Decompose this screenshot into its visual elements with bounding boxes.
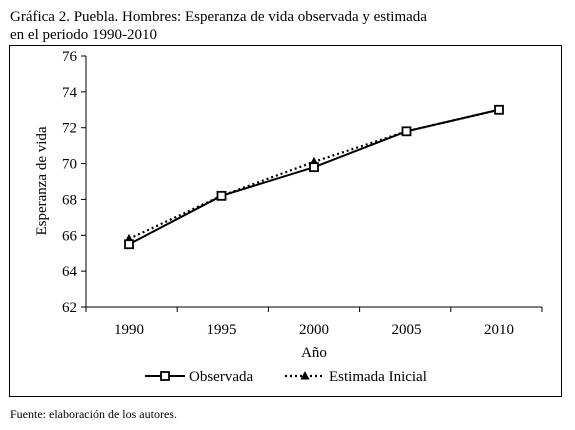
legend-marker: [300, 371, 310, 380]
chart-title-line-1: Gráfica 2. Puebla. Hombres: Esperanza de…: [10, 9, 427, 25]
axes: [85, 56, 542, 308]
data-point-marker: [309, 162, 319, 173]
y-tick-label: 72: [62, 121, 77, 137]
x-axis-ticks: 1990 1995 2000 2005 2010: [85, 307, 543, 338]
y-axis-ticks: 62 64 66 68 70 72 74 76: [62, 49, 86, 316]
series-group: [124, 104, 504, 250]
chart-title: Gráfica 2. Puebla. Hombres: Esperanza de…: [10, 8, 570, 44]
chart-title-line-2: en el periodo 1990-2010: [10, 27, 158, 43]
data-point-marker: [216, 190, 227, 201]
legend-item-estimada-inicial: Estimada Inicial: [285, 369, 427, 385]
series-line: [128, 108, 500, 240]
series-observada: [124, 104, 504, 250]
legend: Observada Estimada Inicial: [145, 369, 427, 385]
x-tick-label: 1995: [207, 322, 237, 338]
chart-frame: [9, 45, 562, 397]
x-axis-label: Año: [301, 345, 327, 361]
legend-item-observada: Observada: [145, 369, 253, 385]
y-tick-label: 66: [62, 228, 78, 244]
legend-marker: [160, 371, 170, 381]
series-line: [128, 108, 500, 246]
data-point-marker: [401, 126, 412, 137]
legend-label: Observada: [189, 369, 253, 385]
y-tick-label: 62: [62, 300, 77, 316]
legend-label: Estimada Inicial: [329, 369, 427, 385]
x-tick-label: 2005: [392, 322, 422, 338]
y-tick-label: 68: [62, 192, 77, 208]
y-tick-label: 64: [62, 264, 78, 280]
x-tick-label: 1990: [114, 322, 144, 338]
data-point-marker: [124, 239, 134, 250]
data-point-marker: [494, 104, 504, 115]
series-estimada-inicial: [124, 104, 504, 243]
x-tick-label: 2000: [299, 322, 329, 338]
y-axis-label: Esperanza de vida: [34, 126, 50, 235]
y-tick-label: 74: [62, 85, 78, 101]
y-tick-label: 76: [62, 49, 78, 65]
source-note: Fuente: elaboración de los autores.: [10, 407, 177, 421]
x-tick-label: 2010: [484, 322, 514, 338]
y-tick-label: 70: [62, 157, 77, 173]
